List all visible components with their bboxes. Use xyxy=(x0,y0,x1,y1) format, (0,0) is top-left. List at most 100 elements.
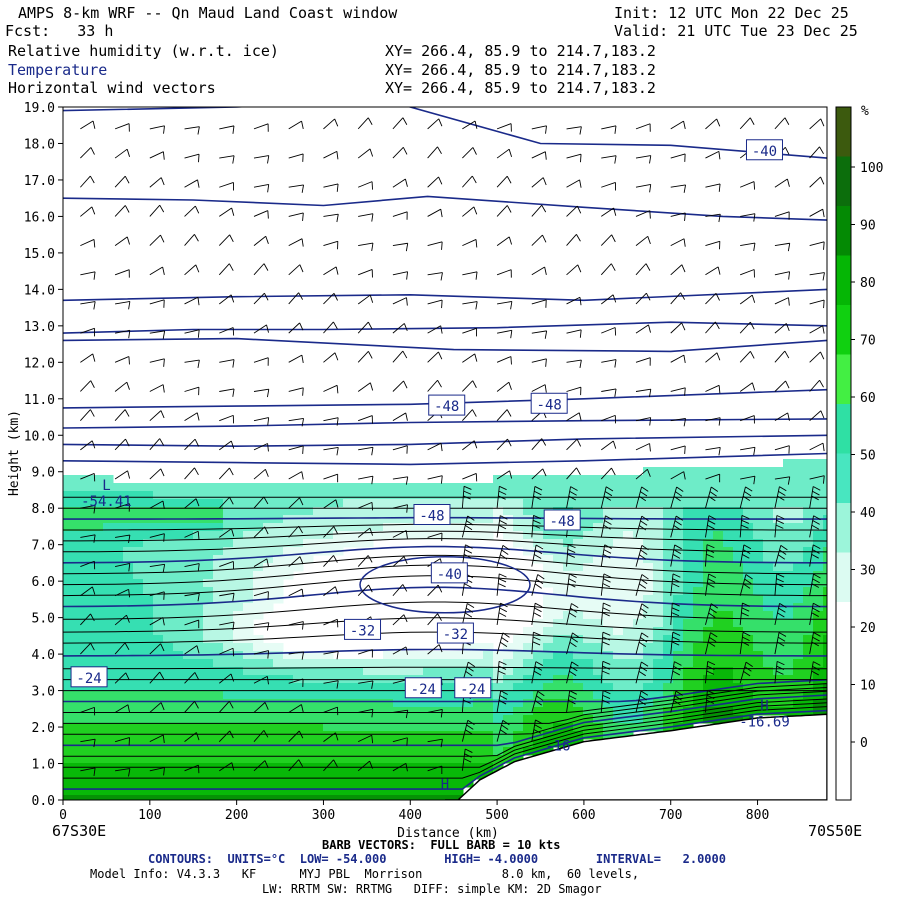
wind-barb-flag xyxy=(465,525,473,531)
wind-barb xyxy=(392,504,408,509)
wind-barb xyxy=(323,650,339,655)
wind-barb xyxy=(253,235,267,246)
wind-barb-flag xyxy=(602,694,611,699)
wind-barb xyxy=(566,690,571,713)
valid-time: Valid: 21 UTC Tue 23 Dec 25 xyxy=(614,22,858,40)
wind-barb xyxy=(705,603,712,626)
wind-barb-flag xyxy=(706,553,714,558)
wind-barb xyxy=(392,737,408,743)
wind-barb xyxy=(601,207,614,217)
wind-barb xyxy=(288,238,303,246)
wind-barb-flag xyxy=(336,651,339,660)
wind-barb-flag xyxy=(813,602,821,608)
wind-barb-flag xyxy=(92,353,96,362)
wind-barb-flag xyxy=(611,467,616,476)
wind-barb-flag xyxy=(787,476,791,485)
wind-barb xyxy=(253,622,269,626)
wind-barb xyxy=(462,353,476,363)
wind-barb-flag xyxy=(672,636,680,641)
wind-barb-flag xyxy=(265,236,269,244)
wind-barb-flag xyxy=(753,242,756,251)
wind-barb-flag xyxy=(533,631,541,636)
wind-barb-flag xyxy=(751,382,756,391)
y-tick-label: 19.0 xyxy=(24,101,55,116)
wind-barb xyxy=(635,263,647,276)
wind-barb xyxy=(809,486,814,509)
wind-barb xyxy=(219,182,234,188)
wind-barb xyxy=(670,153,686,159)
wind-barb xyxy=(427,584,439,597)
colorbar-swatch xyxy=(836,206,851,256)
wind-barb xyxy=(774,632,780,655)
wind-barb-flag xyxy=(403,556,408,565)
wind-barb xyxy=(253,324,267,334)
wind-barb-flag xyxy=(820,118,825,127)
wind-barb xyxy=(531,151,546,159)
wind-barb-flag xyxy=(159,671,165,680)
wind-barb-flag xyxy=(743,544,752,550)
wind-barb xyxy=(357,527,371,538)
contour-label: -32 xyxy=(350,623,375,639)
wind-barb-flag xyxy=(498,524,507,530)
wind-barb xyxy=(149,671,161,684)
wind-barb-flag xyxy=(741,641,750,646)
wind-barb xyxy=(288,588,303,597)
wind-barb xyxy=(566,179,580,188)
wind-barb-flag xyxy=(570,607,578,613)
wind-barb-flag xyxy=(232,388,235,397)
wind-barb xyxy=(218,673,232,684)
wind-barb-flag xyxy=(638,641,647,648)
wind-barb xyxy=(601,155,617,159)
wind-barb-flag xyxy=(706,544,715,549)
wind-barb-flag xyxy=(820,410,825,419)
wind-barb xyxy=(114,470,128,480)
wind-barb-flag xyxy=(813,573,821,579)
wind-barb xyxy=(705,240,720,247)
wind-barb xyxy=(566,264,579,276)
wind-barb-flag xyxy=(544,151,547,160)
wind-barb-flag xyxy=(403,380,408,389)
wind-barb xyxy=(739,321,751,334)
wind-barb xyxy=(531,234,543,246)
wind-barb xyxy=(566,359,582,363)
extremum-marker: H xyxy=(760,699,768,715)
wind-barb xyxy=(670,292,681,305)
wind-barb-flag xyxy=(266,676,269,685)
temperature-contour-upper xyxy=(63,288,827,302)
wind-barb-flag xyxy=(602,612,610,617)
wind-barb-flag xyxy=(301,184,304,193)
wind-barb xyxy=(809,603,814,626)
wind-barb xyxy=(496,545,504,567)
wind-barb-flag xyxy=(508,382,512,390)
wind-barb-flag xyxy=(499,573,507,578)
wind-barb xyxy=(635,155,651,159)
wind-barb-flag xyxy=(402,147,408,155)
wind-barb-flag xyxy=(579,126,582,135)
wind-barb-flag xyxy=(510,356,512,365)
field-xy-rh: XY= 266.4, 85.9 to 214.7,183.2 xyxy=(385,42,656,60)
wind-barb-flag xyxy=(163,533,165,542)
wind-barb-flag xyxy=(463,490,472,495)
wind-barb xyxy=(809,351,821,363)
wind-barb-flag xyxy=(740,524,749,529)
wind-barb xyxy=(253,702,266,713)
wind-barb xyxy=(392,556,405,567)
wind-barb-flag xyxy=(646,292,651,301)
wind-barb-flag xyxy=(91,440,96,449)
wind-barb-flag xyxy=(568,699,576,705)
wind-barb-flag xyxy=(673,549,681,554)
wind-barb-flag xyxy=(640,690,649,696)
wind-barb-flag xyxy=(440,475,443,484)
wind-barb xyxy=(392,117,404,130)
wind-barb-flag xyxy=(159,204,165,213)
wind-barb-flag xyxy=(510,301,513,310)
wind-barb xyxy=(357,351,369,363)
wind-barb xyxy=(670,212,686,217)
wind-barb xyxy=(705,183,721,188)
wind-barb xyxy=(462,380,474,392)
wind-barb xyxy=(427,644,440,655)
wind-barb-flag xyxy=(333,293,338,301)
temperature-contour-loop xyxy=(359,556,531,614)
wind-barb xyxy=(635,324,649,334)
wind-barb xyxy=(357,117,369,130)
